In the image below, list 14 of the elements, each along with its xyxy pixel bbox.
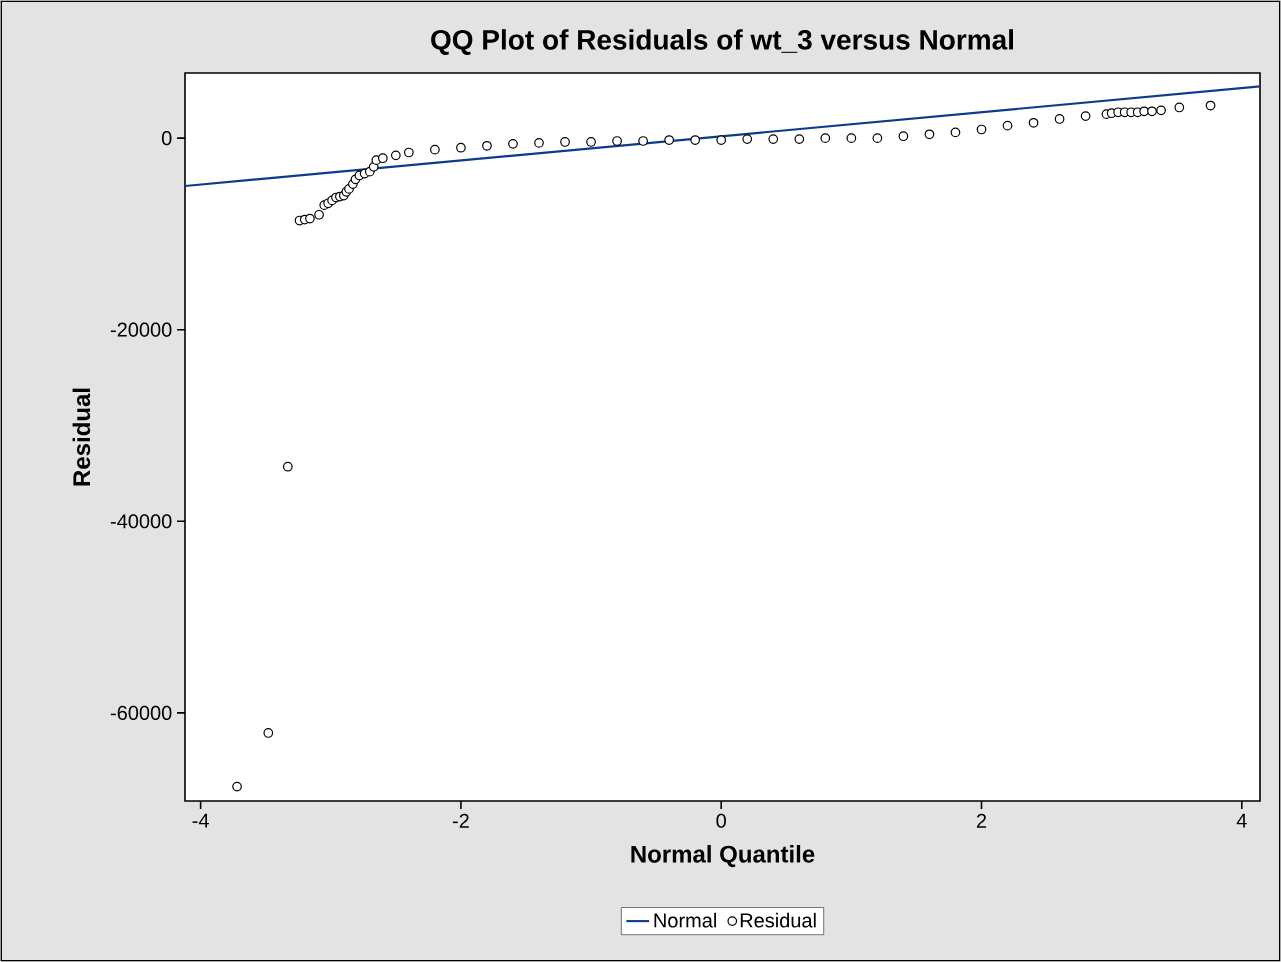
- y-axis-title: Residual: [72, 388, 91, 486]
- chart-title: QQ Plot of Residuals of wt_3 versus Normal: [431, 29, 1013, 55]
- x-tick-label: 2: [976, 813, 987, 828]
- x-axis-title: Normal Quantile: [631, 845, 815, 868]
- y-tick-label: -40000: [110, 514, 172, 529]
- x-tick-label: 4: [1236, 813, 1247, 828]
- legend-label: Residual: [740, 912, 816, 928]
- x-tick-label: -2: [452, 813, 469, 828]
- y-tick-label: -20000: [110, 322, 172, 337]
- x-tick-label: 0: [716, 813, 726, 828]
- legend-label: Normal: [654, 912, 716, 928]
- y-tick-label: -60000: [110, 705, 172, 720]
- y-tick-label: 0: [161, 131, 172, 146]
- x-tick-label: -4: [192, 813, 209, 828]
